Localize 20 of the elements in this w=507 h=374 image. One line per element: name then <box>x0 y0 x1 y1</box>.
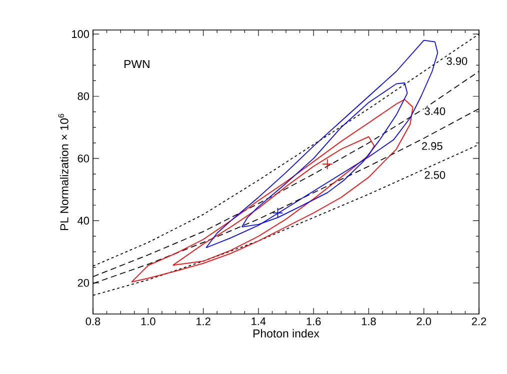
y-axis-title: PL Normalization × 10$^{6}$ <box>58 114 68 230</box>
x-axis-title: Photon index <box>254 329 320 338</box>
y-tick-label: 40 <box>78 216 90 225</box>
y-tick-label: 80 <box>78 92 90 100</box>
x-tick-label: 0.8 <box>86 318 100 326</box>
x-tick-label: 1.6 <box>306 318 321 326</box>
annotation: PWN <box>124 60 150 68</box>
x-tick-label: 1.2 <box>196 318 210 326</box>
y-tick-label: 60 <box>78 154 90 162</box>
x-tick-label: 2.2 <box>472 318 486 326</box>
annotation: 3.90 <box>446 57 468 65</box>
x-tick-label: 2.0 <box>416 318 432 326</box>
annotation: 2.50 <box>424 171 446 179</box>
y-tick-label: 100 <box>72 30 90 38</box>
y-tick-label: 20 <box>78 279 90 287</box>
x-tick-label: 1.4 <box>252 318 266 326</box>
annotation: 3.40 <box>424 107 446 116</box>
x-tick-label: 1.0 <box>141 318 156 326</box>
annotation: 2.95 <box>422 142 442 150</box>
x-tick-label: 1.8 <box>362 318 376 326</box>
